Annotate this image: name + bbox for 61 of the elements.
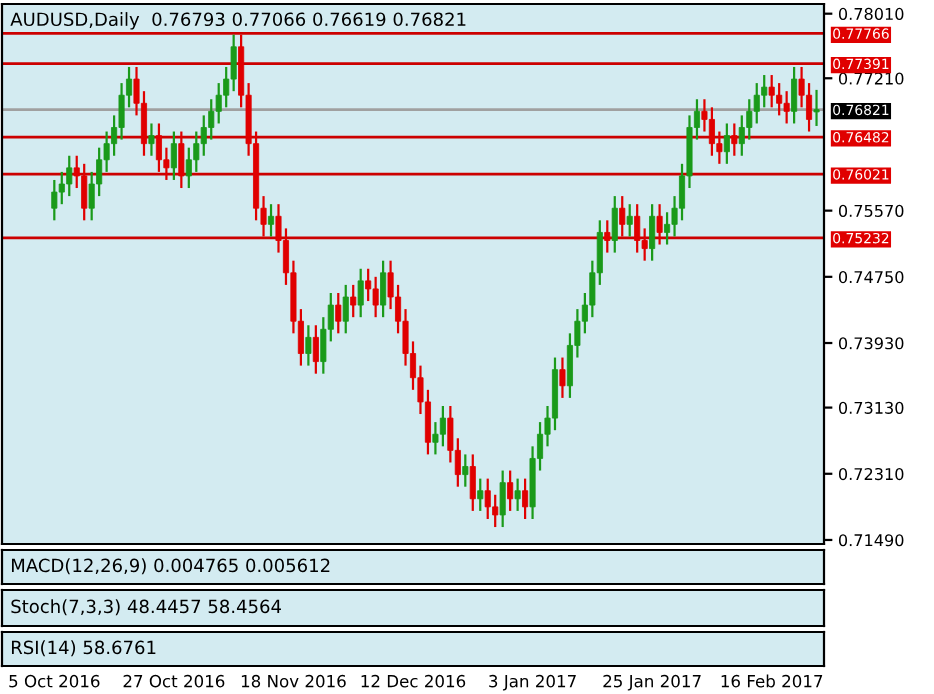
- x-tick-label: 5 Oct 2016: [9, 674, 100, 688]
- candlestick: [178, 130, 185, 190]
- candlestick: [267, 203, 275, 238]
- candlestick: [791, 65, 798, 125]
- candlestick: [312, 324, 319, 375]
- candlestick: [462, 453, 469, 488]
- y-tick-label: 0.72310: [838, 467, 904, 481]
- candlestick: [626, 203, 633, 238]
- candlestick: [559, 356, 566, 400]
- candlestick: [469, 453, 476, 513]
- text: MACD(12,26,9) 0.004765 0.005612: [11, 558, 330, 575]
- y-tick-label: 0.78010: [838, 7, 904, 21]
- candlestick: [170, 130, 177, 182]
- y-tick-label: 0.71490: [838, 534, 904, 547]
- x-tick-label: 3 Jan 2017: [489, 674, 576, 691]
- candlestick: [768, 73, 775, 109]
- candlestick: [813, 88, 820, 128]
- chart-title: AUDUSD,Daily 0.76793 0.77066 0.76619 0.76821: [10, 12, 466, 30]
- candlestick: [350, 283, 357, 319]
- candlestick: [619, 195, 626, 238]
- candlestick: [776, 81, 783, 117]
- x-tick-label: 18 Nov 2016: [241, 674, 346, 688]
- candlestick: [372, 275, 379, 319]
- text: Stoch(7,3,3) 48.4457 58.4564: [11, 599, 281, 616]
- y-tick-label: 0.74750: [838, 270, 904, 284]
- x-tick-label: 12 Dec 2016: [361, 674, 466, 688]
- candlestick: [66, 154, 73, 198]
- x-tick-label: 16 Feb 2017: [721, 674, 823, 688]
- candlestick: [656, 203, 663, 246]
- candlestick: [380, 259, 387, 319]
- candlestick: [514, 477, 521, 513]
- candlestick: [365, 267, 372, 303]
- candlestick: [708, 106, 715, 157]
- candlestick: [155, 122, 162, 173]
- y-tick-label: 0.77210: [838, 72, 904, 85]
- y-tick-label: 0.75570: [838, 204, 904, 217]
- candlestick: [723, 122, 730, 165]
- candlestick: [507, 469, 514, 513]
- y-tick-label: 0.73130: [838, 401, 904, 414]
- candlestick: [731, 122, 738, 157]
- candlestick: [51, 178, 58, 222]
- candlestick: [499, 469, 506, 529]
- candlestick: [477, 477, 484, 513]
- candlestick: [148, 122, 155, 157]
- x-tick-label: 27 Oct 2016: [123, 674, 225, 688]
- y-tick-label: 0.73930: [838, 337, 904, 350]
- candlestick: [81, 162, 88, 222]
- candlestick: [649, 203, 656, 262]
- candlestick: [342, 283, 349, 335]
- candlestick: [522, 477, 529, 521]
- candlestick: [305, 324, 312, 367]
- candlestick: [611, 195, 618, 254]
- text: RSI(14) 58.6761: [11, 640, 156, 657]
- candlestick: [604, 219, 611, 254]
- x-tick-label: 25 Jan 2017: [603, 674, 701, 691]
- candlestick: [484, 477, 491, 521]
- candlestick: [335, 291, 342, 335]
- candlestick: [783, 90, 790, 125]
- candlestick: [357, 267, 364, 319]
- candlestick: [634, 203, 641, 254]
- candlestick: [439, 404, 446, 448]
